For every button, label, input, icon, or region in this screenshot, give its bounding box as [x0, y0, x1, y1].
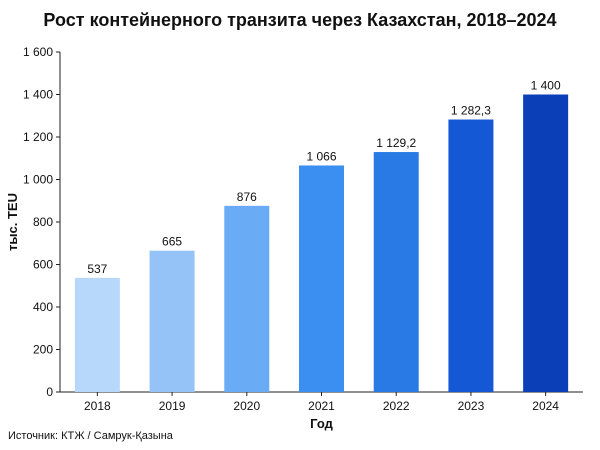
y-tick-label: 400: [33, 300, 53, 314]
bar-2024: [523, 94, 569, 392]
chart-title: Рост контейнерного транзита через Казахс…: [43, 10, 557, 30]
x-tick-label: 2022: [383, 399, 410, 413]
data-label-2019: 665: [162, 235, 182, 249]
y-tick-label: 1 600: [23, 45, 53, 59]
bar-2018: [74, 277, 120, 392]
y-tick-label: 200: [33, 343, 53, 357]
y-tick-label: 600: [33, 258, 53, 272]
x-tick-label: 2023: [458, 399, 485, 413]
y-tick-label: 800: [33, 215, 53, 229]
y-tick-label: 1 400: [23, 88, 53, 102]
bar-2021: [299, 165, 344, 392]
y-tick-label: 0: [46, 385, 53, 399]
data-label-2020: 876: [237, 190, 257, 204]
x-tick-label: 2020: [233, 399, 260, 413]
data-label-2023: 1 282,3: [451, 104, 491, 118]
x-tick-label: 2018: [84, 399, 111, 413]
x-axis-title: Год: [310, 416, 333, 431]
bar-2023: [448, 119, 494, 392]
bar-2020: [224, 205, 270, 392]
y-axis-title: тыс. TEU: [5, 193, 20, 251]
source-note: Источник: КТЖ / Самрук-Қазына: [8, 430, 173, 442]
x-tick-label: 2021: [308, 399, 335, 413]
data-label-2018: 537: [87, 262, 107, 276]
data-label-2022: 1 129,2: [376, 136, 416, 150]
data-label-2021: 1 066: [306, 149, 336, 163]
y-tick-label: 1 200: [23, 130, 53, 144]
bar-2019: [149, 250, 195, 392]
data-label-2024: 1 400: [531, 79, 561, 93]
y-tick-label: 1 000: [23, 173, 53, 187]
bar-2022: [373, 152, 419, 392]
x-tick-label: 2024: [532, 399, 559, 413]
x-tick-label: 2019: [159, 399, 186, 413]
